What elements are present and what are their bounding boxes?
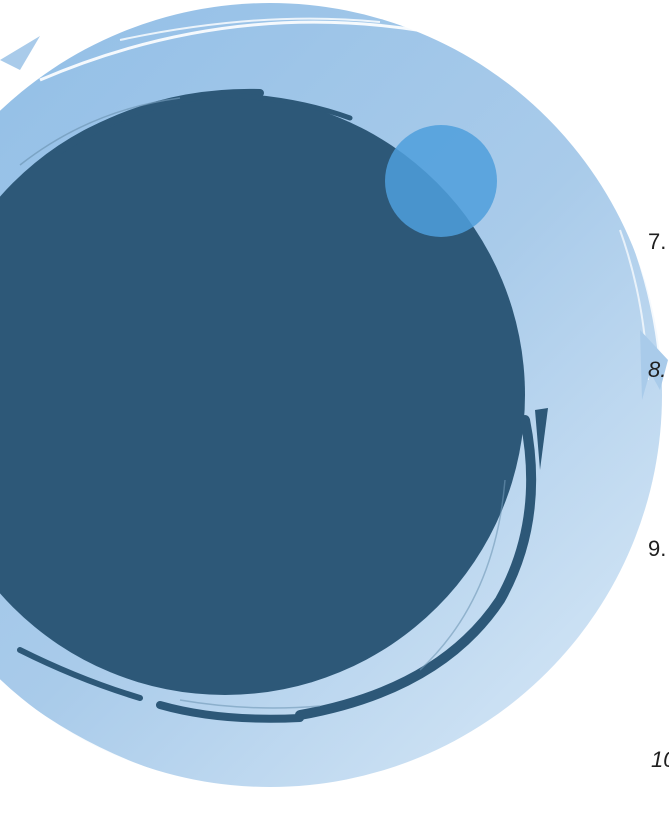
list-number-8: 8. (648, 357, 667, 382)
inner-brush-circle (0, 88, 548, 723)
list-number-9: 9. (648, 536, 667, 561)
accent-circle (385, 125, 497, 237)
list-number-10: 10 (651, 747, 669, 772)
list-number-7: 7. (648, 229, 667, 254)
